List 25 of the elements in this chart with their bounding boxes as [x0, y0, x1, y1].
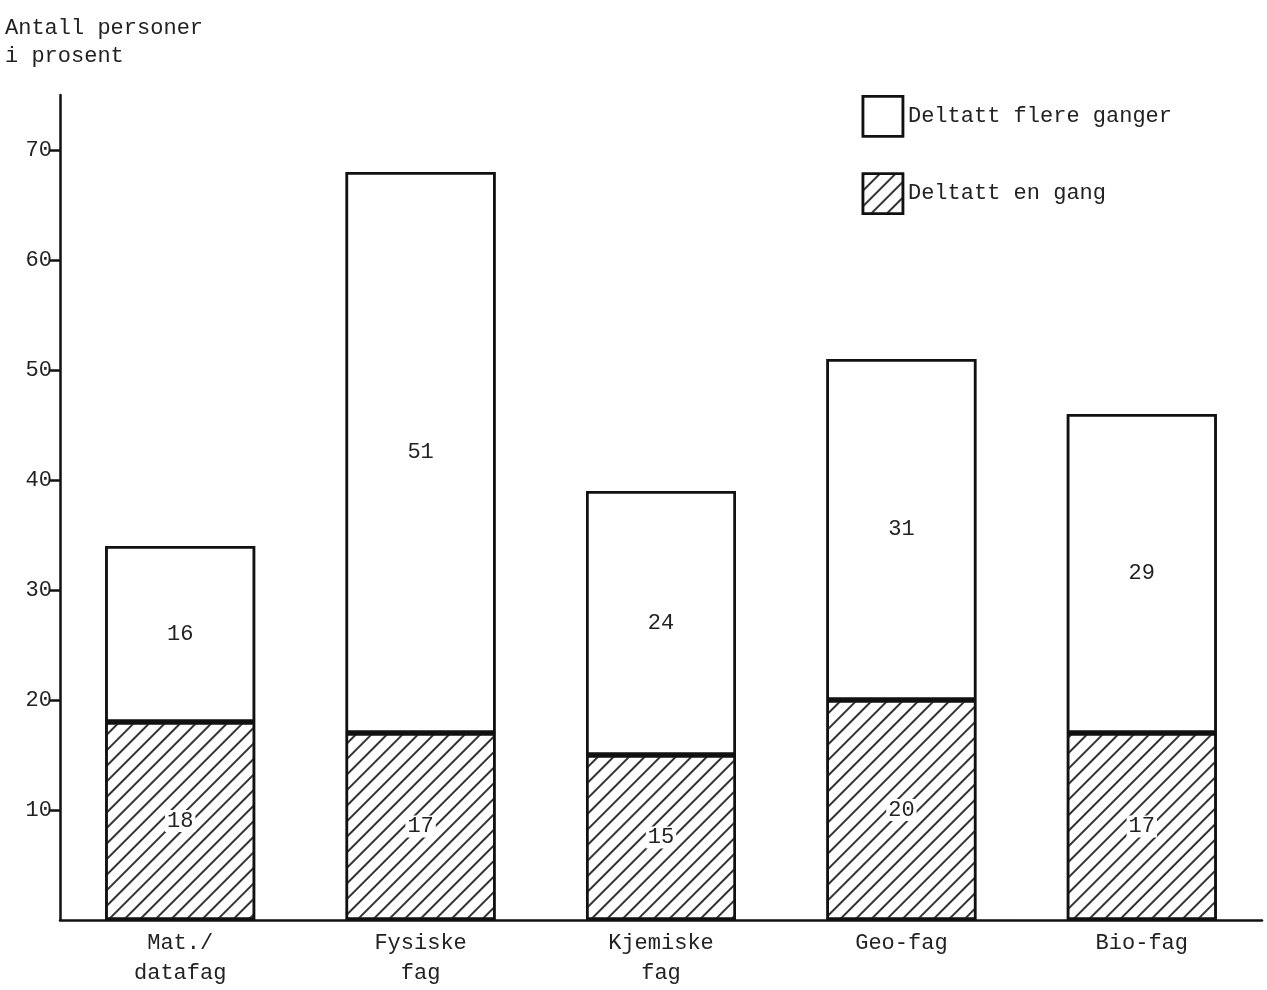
- legend-label: Deltatt flere ganger: [907, 103, 1172, 129]
- x-tick-label: Kjemiske fag: [608, 930, 714, 986]
- data-label: 20: [888, 797, 915, 823]
- x-tick-label: Fysiske fag: [374, 930, 467, 986]
- y-axis-title: Antall personer i prosent: [5, 15, 204, 69]
- data-label: 15: [647, 825, 675, 850]
- x-tick-label: Mat./ datafag: [133, 930, 227, 986]
- legend-label: Deltatt en gang: [907, 181, 1106, 207]
- y-tick-label: 50: [25, 357, 52, 383]
- y-tick-label: 20: [25, 687, 52, 713]
- y-tick-label: 30: [25, 577, 52, 603]
- data-label: 16: [167, 621, 194, 647]
- y-tick-label: 70: [25, 137, 52, 163]
- data-label: 18: [167, 808, 194, 834]
- y-tick-label: 10: [25, 797, 52, 823]
- data-label: 24: [647, 610, 675, 636]
- data-label: 17: [1128, 814, 1155, 839]
- data-label: 29: [1128, 561, 1155, 586]
- data-label: 17: [407, 814, 434, 839]
- y-tick-label: 40: [25, 467, 52, 493]
- y-tick-label: 60: [25, 247, 52, 273]
- x-tick-label: Geo-fag: [855, 930, 948, 956]
- data-label: 51: [407, 440, 434, 465]
- data-label: 31: [888, 517, 915, 542]
- x-tick-label: Bio-fag: [1095, 930, 1189, 956]
